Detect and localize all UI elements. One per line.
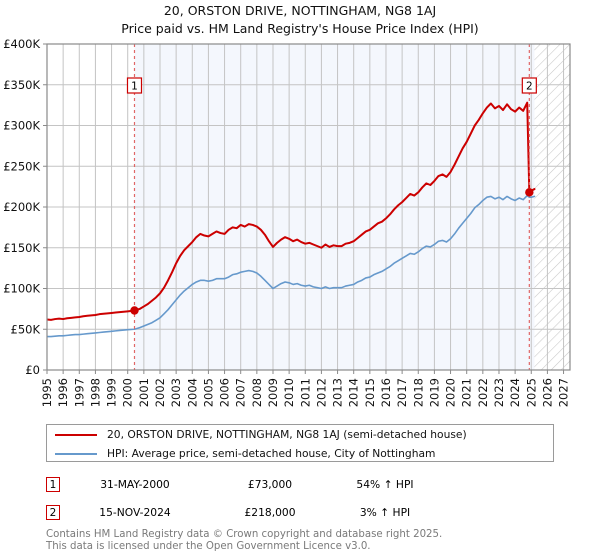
legend-swatch-property xyxy=(55,433,97,436)
plot-area: £0 £50K £100K £150K £200K £250K £300K £350K £400… xyxy=(3,37,571,407)
x-axis-tick-label: 2025 xyxy=(524,378,538,407)
chart-series-group xyxy=(47,101,536,338)
x-axis-tick-label: 2024 xyxy=(508,378,522,407)
legend-label-property: 20, ORSTON DRIVE, NOTTINGHAM, NG8 1AJ (s… xyxy=(107,428,467,441)
y-axis-tick-label: £300K xyxy=(3,119,40,133)
x-axis-tick-label: 2011 xyxy=(298,378,312,407)
marker-badge-2[interactable] xyxy=(521,77,537,94)
x-axis-tick-label: 2022 xyxy=(476,378,490,407)
x-axis-tick-label: 2000 xyxy=(121,378,135,407)
x-axis-tick-label: 2019 xyxy=(427,378,441,407)
x-axis-tick-label: 2023 xyxy=(492,378,506,407)
table-row: 2 15-NOV-2024 £218,000 3% ↑ HPI xyxy=(46,498,566,526)
transactions-table: 1 31-MAY-2000 £73,000 54% ↑ HPI 2 15-NOV… xyxy=(46,470,566,526)
x-axis-tick-label: 2003 xyxy=(169,378,183,407)
y-axis-ticks: £0 £50K £100K £150K £200K £250K £300K £350K £400… xyxy=(3,37,47,377)
x-axis-ticks: 1995 1996 1997 1998 1999 2000 2001 2002 2003 2004… xyxy=(40,370,571,407)
transaction-point-1[interactable] xyxy=(130,306,139,315)
x-axis-tick-label: 2007 xyxy=(234,378,248,407)
y-axis-tick-label: £150K xyxy=(3,241,40,255)
x-axis-tick-label: 2014 xyxy=(347,378,361,407)
attribution-footer: Contains HM Land Registry data © Crown c… xyxy=(46,529,586,552)
transaction-hpi-2: 3% ↑ HPI xyxy=(359,505,411,519)
x-axis-tick-label: 2018 xyxy=(411,378,425,407)
legend-swatch-hpi xyxy=(55,452,97,455)
legend-item-hpi: HPI: Average price, semi-detached house,… xyxy=(47,444,553,463)
footer-line-2: This data is licensed under the Open Gov… xyxy=(46,540,371,552)
y-axis-tick-label: £50K xyxy=(11,322,41,336)
marker-badge-label-2: 2 xyxy=(526,81,533,93)
x-axis-tick-label: 2009 xyxy=(266,378,280,407)
legend-label-hpi: HPI: Average price, semi-detached house,… xyxy=(107,447,436,460)
y-axis-tick-label: £350K xyxy=(3,78,40,92)
y-axis-tick-label: £400K xyxy=(3,37,40,51)
x-axis-tick-label: 2012 xyxy=(314,378,328,407)
x-axis-tick-label: 2016 xyxy=(379,378,393,407)
x-axis-tick-label: 1996 xyxy=(56,378,70,407)
y-axis-tick-label: £100K xyxy=(3,282,40,296)
transaction-date-2: 15-NOV-2024 xyxy=(99,505,171,519)
transaction-price-2: £218,000 xyxy=(244,505,296,519)
x-axis-tick-label: 2001 xyxy=(137,378,151,407)
page-title: 20, ORSTON DRIVE, NOTTINGHAM, NG8 1AJ xyxy=(163,3,437,18)
transaction-price-1: £73,000 xyxy=(247,477,293,491)
x-axis-tick-label: 2015 xyxy=(363,378,377,407)
x-axis-tick-label: 2005 xyxy=(201,378,215,407)
table-row: 1 31-MAY-2000 £73,000 54% ↑ HPI xyxy=(46,470,566,498)
x-axis-tick-label: 2010 xyxy=(282,378,296,407)
y-axis-tick-label: £250K xyxy=(3,159,40,173)
x-axis-tick-label: 2006 xyxy=(218,378,232,407)
transaction-badge-1: 1 xyxy=(46,476,60,492)
x-axis-tick-label: 1997 xyxy=(72,378,86,407)
x-axis-tick-label: 2021 xyxy=(460,378,474,407)
marker-badge-label-1: 1 xyxy=(131,81,138,93)
series-line-hpi xyxy=(47,194,536,338)
transaction-date-1: 31-MAY-2000 xyxy=(100,477,170,491)
x-axis-tick-label: 2026 xyxy=(540,378,554,407)
marker-badge-1[interactable] xyxy=(126,77,143,94)
x-axis-tick-label: 2027 xyxy=(557,378,571,407)
footer-line-1: Contains HM Land Registry data © Crown c… xyxy=(46,529,443,540)
page-subtitle: Price paid vs. HM Land Registry's House … xyxy=(121,21,479,36)
y-axis-tick-label: £0 xyxy=(25,363,40,377)
x-axis-tick-label: 2002 xyxy=(153,378,167,407)
y-axis-tick-label: £200K xyxy=(3,200,40,214)
x-axis-tick-label: 2017 xyxy=(395,378,409,407)
x-axis-tick-label: 2020 xyxy=(444,378,458,407)
transaction-marker-lines xyxy=(133,44,530,370)
transaction-badge-2: 2 xyxy=(46,504,60,520)
series-line-property xyxy=(47,101,536,321)
legend-item-property: 20, ORSTON DRIVE, NOTTINGHAM, NG8 1AJ (s… xyxy=(47,425,553,444)
x-axis-tick-label: 2013 xyxy=(331,378,345,407)
x-axis-tick-label: 1995 xyxy=(40,378,54,407)
x-axis-tick-label: 2008 xyxy=(250,378,264,407)
chart-title-block: 20, ORSTON DRIVE, NOTTINGHAM, NG8 1AJ Pr… xyxy=(0,2,600,38)
x-axis-tick-label: 1999 xyxy=(105,378,119,407)
transaction-point-2[interactable] xyxy=(525,188,534,197)
chart-legend: 20, ORSTON DRIVE, NOTTINGHAM, NG8 1AJ (s… xyxy=(46,424,554,462)
transaction-hpi-1: 54% ↑ HPI xyxy=(356,477,414,491)
price-history-line-chart: £0 £50K £100K £150K £200K £250K £300K £350K £400… xyxy=(3,37,571,407)
x-axis-tick-label: 1998 xyxy=(88,378,102,407)
x-axis-tick-label: 2004 xyxy=(185,378,199,407)
